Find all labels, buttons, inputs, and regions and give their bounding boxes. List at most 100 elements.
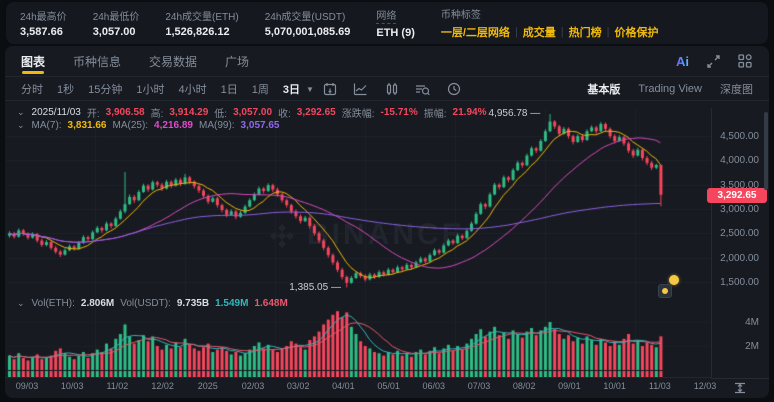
- close-value: 3,292.65: [296, 107, 336, 118]
- stat-24h-high: 24h最高价 3,587.66: [20, 8, 67, 38]
- expand-icon[interactable]: [705, 53, 721, 69]
- date-tick: 07/03: [467, 381, 491, 391]
- apps-grid-icon[interactable]: [737, 53, 753, 69]
- candlestick-chart[interactable]: [6, 108, 712, 378]
- calendar-icon[interactable]: [322, 81, 338, 97]
- date-axis-border: [5, 377, 711, 378]
- date-tick: 03/02: [286, 381, 310, 391]
- stat-label: 24h成交量(ETH): [165, 12, 239, 23]
- ohlc-date: 2025/11/03: [31, 107, 81, 118]
- price-tick: 4,000.00: [720, 155, 759, 167]
- close-label: 收:: [278, 109, 291, 120]
- candlestick-icon[interactable]: [384, 81, 400, 97]
- tag-link-volume[interactable]: 成交量: [522, 27, 556, 39]
- ai-button[interactable]: Ai: [676, 53, 689, 69]
- stats-bar: 24h最高价 3,587.66 24h最低价 3,057.00 24h成交量(E…: [6, 2, 768, 44]
- tabs-row: 图表 币种信息 交易数据 广场 Ai: [5, 46, 769, 77]
- date-tick: 10/01: [603, 381, 626, 391]
- open-label: 开:: [86, 109, 100, 120]
- stat-24h-vol-eth: 24h成交量(ETH) 1,526,826.12: [165, 8, 238, 38]
- vol-usdt-label: Vol(USDT):: [120, 298, 171, 309]
- date-axis[interactable]: 09/03 10/03 11/02 12/02 2025 02/03 03/02 04/01 0…: [5, 378, 717, 397]
- tab-coin-info[interactable]: 币种信息: [73, 54, 122, 69]
- chart-mode-switch: 基本版 Trading View 深度图: [587, 81, 753, 97]
- price-scale-icon[interactable]: [733, 382, 747, 394]
- line-chart-icon[interactable]: [353, 81, 369, 97]
- date-tick: 10/03: [60, 381, 84, 391]
- vol-ma10-value: 1.648M: [254, 298, 288, 309]
- chevron-down-icon[interactable]: ▼: [306, 84, 314, 94]
- interval-time[interactable]: 分时: [21, 84, 43, 96]
- volume-legend: ⌄ Vol(ETH): 2.806M Vol(USDT): 9.735B 1.549…: [17, 298, 288, 309]
- interval-3d-active[interactable]: 3日: [282, 84, 300, 96]
- collapse-chevron-icon[interactable]: ⌄: [17, 107, 25, 117]
- chart-emoji-marker-badge[interactable]: [658, 284, 672, 298]
- collapse-chevron-icon[interactable]: ⌄: [17, 298, 25, 308]
- stat-label: 24h成交量(USDT): [264, 12, 346, 23]
- tag-link-price-protect[interactable]: 价格保护: [614, 27, 659, 39]
- tab-actions: Ai: [676, 53, 753, 69]
- ohlc-legend: ⌄ 2025/11/03 开: 3,906.58 高: 3,914.29 低: 3,0…: [17, 105, 486, 120]
- date-tick: 02/03: [241, 381, 265, 391]
- last-price-badge: 3,292.65: [707, 187, 767, 203]
- date-tick: 2025: [197, 381, 218, 391]
- interval-1w[interactable]: 1周: [251, 84, 269, 96]
- mode-basic[interactable]: 基本版: [587, 84, 621, 96]
- stat-value: 1,526,826.12: [165, 26, 230, 38]
- price-tick: 1,500.00: [720, 276, 759, 288]
- chart-emoji-marker-dot[interactable]: [669, 275, 679, 285]
- open-value: 3,906.58: [105, 107, 145, 118]
- replay-clock-icon[interactable]: [446, 81, 462, 97]
- price-tick: 3,500.00: [720, 179, 759, 191]
- interval-1s[interactable]: 1秒: [57, 84, 75, 96]
- tag-link-hot[interactable]: 热门榜: [568, 27, 602, 39]
- price-axis-border: [711, 108, 712, 378]
- stat-value: 3,587.66: [20, 26, 63, 38]
- ma25-value: 4,216.89: [154, 120, 193, 131]
- change-label: 涨跌幅:: [341, 109, 375, 120]
- ma99-label: MA(99):: [198, 120, 235, 131]
- vol-eth-label: Vol(ETH):: [31, 298, 75, 309]
- mode-depth[interactable]: 深度图: [720, 84, 753, 96]
- tab-trade-data[interactable]: 交易数据: [149, 54, 198, 69]
- mode-tradingview[interactable]: Trading View: [638, 83, 702, 95]
- amplitude-value: 21.94%: [452, 107, 487, 118]
- tab-chart[interactable]: 图表: [21, 46, 45, 76]
- date-tick: 08/02: [512, 381, 536, 391]
- network-label: 网络: [376, 7, 397, 24]
- stat-24h-low: 24h最低价 3,057.00: [93, 8, 140, 38]
- indicators-icon[interactable]: [415, 81, 431, 97]
- tab-square[interactable]: 广场: [225, 54, 250, 69]
- ma-legend: ⌄ MA(7): 3,831.66 MA(25): 4,216.89 MA(99):…: [17, 120, 279, 131]
- stat-network[interactable]: 网络 ETH (9): [376, 7, 415, 39]
- price-tick: 3,000.00: [720, 204, 759, 215]
- date-tick: 11/02: [106, 381, 129, 391]
- high-value: 3,914.29: [169, 107, 209, 118]
- vol-ma5-value: 1.549M: [215, 298, 249, 309]
- tag-link-l1l2[interactable]: 一层/二层网络: [440, 27, 510, 39]
- stat-label: 24h最低价: [92, 12, 140, 23]
- date-tick: 09/03: [15, 381, 39, 391]
- token-tags: 币种标签 一层/二层网络 | 成交量 | 热门榜 | 价格保护: [441, 6, 659, 40]
- interval-15m[interactable]: 15分钟: [88, 84, 123, 96]
- tag-links: 一层/二层网络 | 成交量 | 热门榜 | 价格保护: [440, 26, 659, 39]
- volume-tick: 2M: [745, 341, 759, 352]
- date-tick: 04/01: [332, 381, 355, 391]
- network-value: ETH (9): [376, 27, 415, 39]
- date-tick: 11/03: [648, 381, 671, 391]
- interval-4h[interactable]: 4小时: [178, 84, 207, 96]
- price-tick: 4,500.00: [720, 131, 759, 143]
- interval-1h[interactable]: 1小时: [136, 84, 165, 96]
- ma7-label: MA(7):: [31, 120, 62, 131]
- price-tick: 2,500.00: [720, 228, 759, 240]
- vol-usdt-value: 9.735B: [176, 298, 210, 309]
- chart-scrollbar[interactable]: [764, 112, 768, 190]
- low-value: 3,057.00: [233, 107, 273, 118]
- axis-corner: [711, 378, 769, 397]
- collapse-chevron-icon[interactable]: ⌄: [17, 120, 25, 130]
- stat-24h-vol-usdt: 24h成交量(USDT) 5,070,001,085.69: [265, 8, 351, 38]
- stat-value: 3,057.00: [92, 26, 136, 38]
- interval-1d[interactable]: 1日: [220, 84, 238, 96]
- tags-label: 币种标签: [440, 10, 481, 21]
